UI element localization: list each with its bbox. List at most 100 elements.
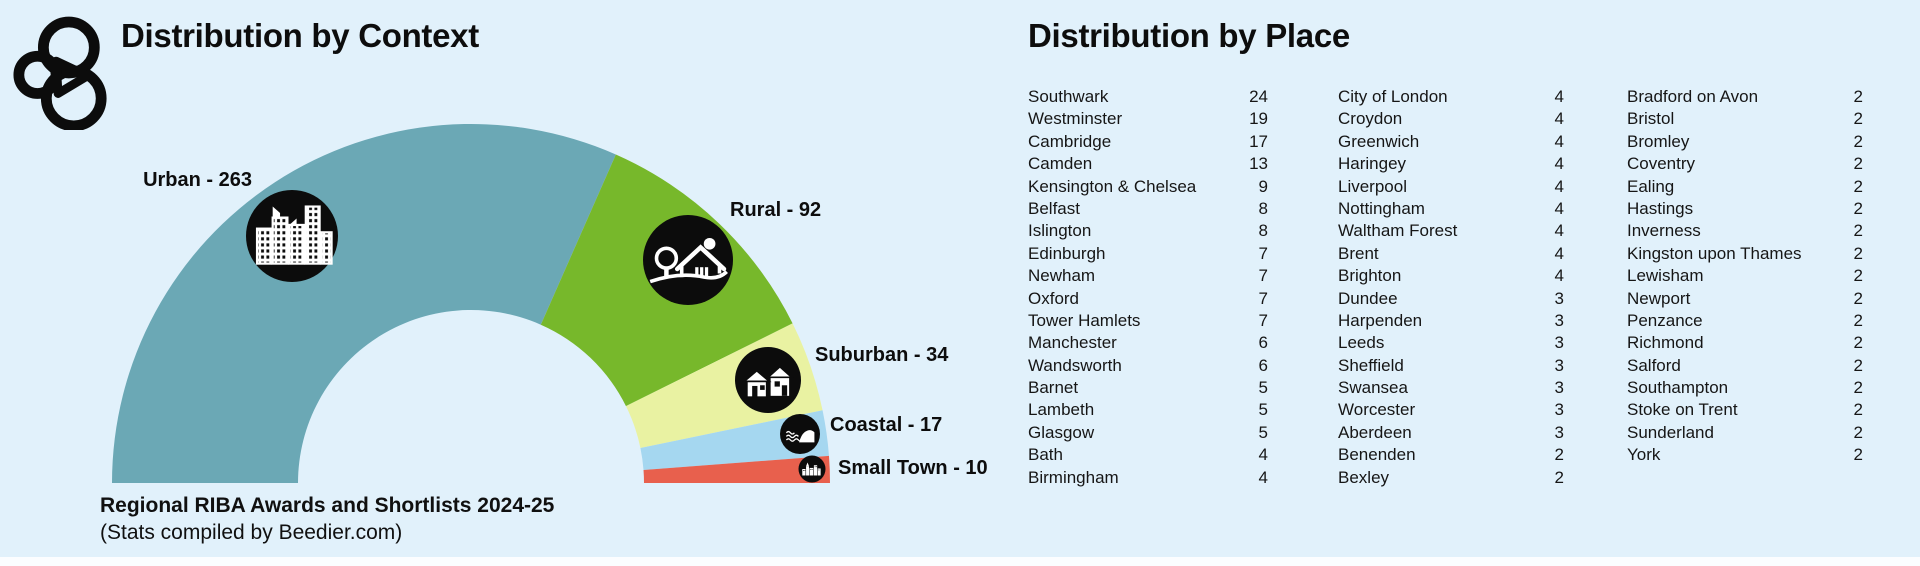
- place-count: 7: [1258, 288, 1268, 308]
- place-name: Westminster: [1028, 109, 1123, 129]
- place-count: 2: [1853, 109, 1863, 129]
- suburban-houses-icon: [734, 346, 802, 414]
- segment-urban: [112, 123, 616, 483]
- place-row: Liverpool 4: [1338, 176, 1564, 198]
- segment-small-town: [643, 455, 830, 483]
- place-count: 2: [1853, 310, 1863, 330]
- place-count: 4: [1554, 176, 1564, 196]
- place-name: Kensington & Chelsea: [1028, 176, 1197, 196]
- place-row: Sunderland 2: [1627, 422, 1863, 444]
- place-count: 4: [1258, 445, 1268, 465]
- place-count: 3: [1554, 310, 1564, 330]
- place-count: 9: [1258, 176, 1268, 196]
- place-row: Dundee 3: [1338, 288, 1564, 310]
- place-count: 2: [1853, 445, 1863, 465]
- place-row: Southampton 2: [1627, 377, 1863, 399]
- place-row: Greenwich 4: [1338, 131, 1564, 153]
- place-name: Southwark: [1028, 87, 1109, 106]
- place-name: Lewisham: [1627, 266, 1704, 286]
- segment-label-rural: Rural - 92: [730, 199, 821, 221]
- place-count: 2: [1853, 422, 1863, 442]
- place-name: Sheffield: [1338, 355, 1404, 375]
- place-count: 2: [1853, 378, 1863, 398]
- place-row: Bromley 2: [1627, 131, 1863, 153]
- place-name: Stoke on Trent: [1627, 400, 1738, 420]
- place-row: Barnet 5: [1028, 377, 1268, 399]
- beedier-logo: [13, 16, 107, 130]
- place-name: Manchester: [1028, 333, 1117, 353]
- small-town-icon: [798, 455, 826, 483]
- place-name: Islington: [1028, 221, 1092, 241]
- place-row: Lewisham 2: [1627, 265, 1863, 287]
- place-count: 7: [1258, 310, 1268, 330]
- place-row: Lambeth 5: [1028, 399, 1268, 421]
- segment-label-suburban: Suburban - 34: [815, 344, 949, 366]
- place-row: Sheffield 3: [1338, 355, 1564, 377]
- place-count: 2: [1554, 445, 1564, 465]
- place-row: Newham 7: [1028, 265, 1268, 287]
- place-count: 3: [1554, 400, 1564, 420]
- place-count: 13: [1249, 154, 1268, 174]
- place-row: Glasgow 5: [1028, 422, 1268, 444]
- place-row: Manchester 6: [1028, 332, 1268, 354]
- place-name: Liverpool: [1338, 176, 1407, 196]
- place-count: 2: [1853, 243, 1863, 263]
- place-name: Penzance: [1627, 310, 1703, 330]
- segment-label-small-town: Small Town - 10: [838, 457, 988, 479]
- place-name: Haringey: [1338, 154, 1407, 174]
- place-row: Leeds 3: [1338, 332, 1564, 354]
- place-count: 4: [1554, 87, 1564, 106]
- place-name: Newport: [1627, 288, 1691, 308]
- place-row: Bradford on Avon 2: [1627, 86, 1863, 108]
- place-count: 4: [1554, 154, 1564, 174]
- place-row: Belfast 8: [1028, 198, 1268, 220]
- place-count: 2: [1853, 400, 1863, 420]
- place-row: Harpenden 3: [1338, 310, 1564, 332]
- place-row: Southwark 24: [1028, 86, 1268, 108]
- place-row: Edinburgh 7: [1028, 243, 1268, 265]
- place-name: Dundee: [1338, 288, 1398, 308]
- place-count: 3: [1554, 288, 1564, 308]
- place-section-title: Distribution by Place: [1028, 17, 1350, 54]
- chart-footer-title: Regional RIBA Awards and Shortlists 2024…: [100, 494, 555, 517]
- place-name: Edinburgh: [1028, 243, 1106, 263]
- place-name: Lambeth: [1028, 400, 1095, 420]
- place-row: Waltham Forest 4: [1338, 220, 1564, 242]
- place-row: Brighton 4: [1338, 265, 1564, 287]
- place-row: Worcester 3: [1338, 399, 1564, 421]
- place-count: 24: [1249, 87, 1268, 106]
- place-row: Bristol 2: [1627, 108, 1863, 130]
- place-count: 2: [1853, 221, 1863, 241]
- place-count: 4: [1554, 109, 1564, 129]
- place-name: Nottingham: [1338, 198, 1425, 218]
- place-count: 3: [1554, 378, 1564, 398]
- place-count: 4: [1554, 131, 1564, 151]
- place-row: Salford 2: [1627, 355, 1863, 377]
- place-count: 2: [1853, 288, 1863, 308]
- place-name: Worcester: [1338, 400, 1416, 420]
- place-row: Nottingham 4: [1338, 198, 1564, 220]
- place-name: Hastings: [1627, 198, 1694, 218]
- place-name: Ealing: [1627, 176, 1675, 196]
- place-name: Croydon: [1338, 109, 1403, 129]
- place-row: Oxford 7: [1028, 288, 1268, 310]
- place-row: Newport 2: [1627, 288, 1863, 310]
- place-list-column-1: Southwark 24 Westminster 19 Cambridge 17 Camde…: [1028, 86, 1268, 489]
- place-row: Aberdeen 3: [1338, 422, 1564, 444]
- place-row: Kingston upon Thames 2: [1627, 243, 1863, 265]
- place-name: Bath: [1028, 445, 1063, 465]
- place-row: Benenden 2: [1338, 444, 1564, 466]
- place-name: Inverness: [1627, 221, 1701, 241]
- place-name: Aberdeen: [1338, 422, 1412, 442]
- place-row: City of London 4: [1338, 86, 1564, 108]
- place-count: 4: [1554, 221, 1564, 241]
- place-name: Kingston upon Thames: [1627, 243, 1802, 263]
- place-count: 4: [1554, 266, 1564, 286]
- place-count: 3: [1554, 333, 1564, 353]
- place-row: Bath 4: [1028, 444, 1268, 466]
- place-count: 2: [1853, 131, 1863, 151]
- place-count: 2: [1853, 176, 1863, 196]
- place-row: Birmingham 4: [1028, 467, 1268, 489]
